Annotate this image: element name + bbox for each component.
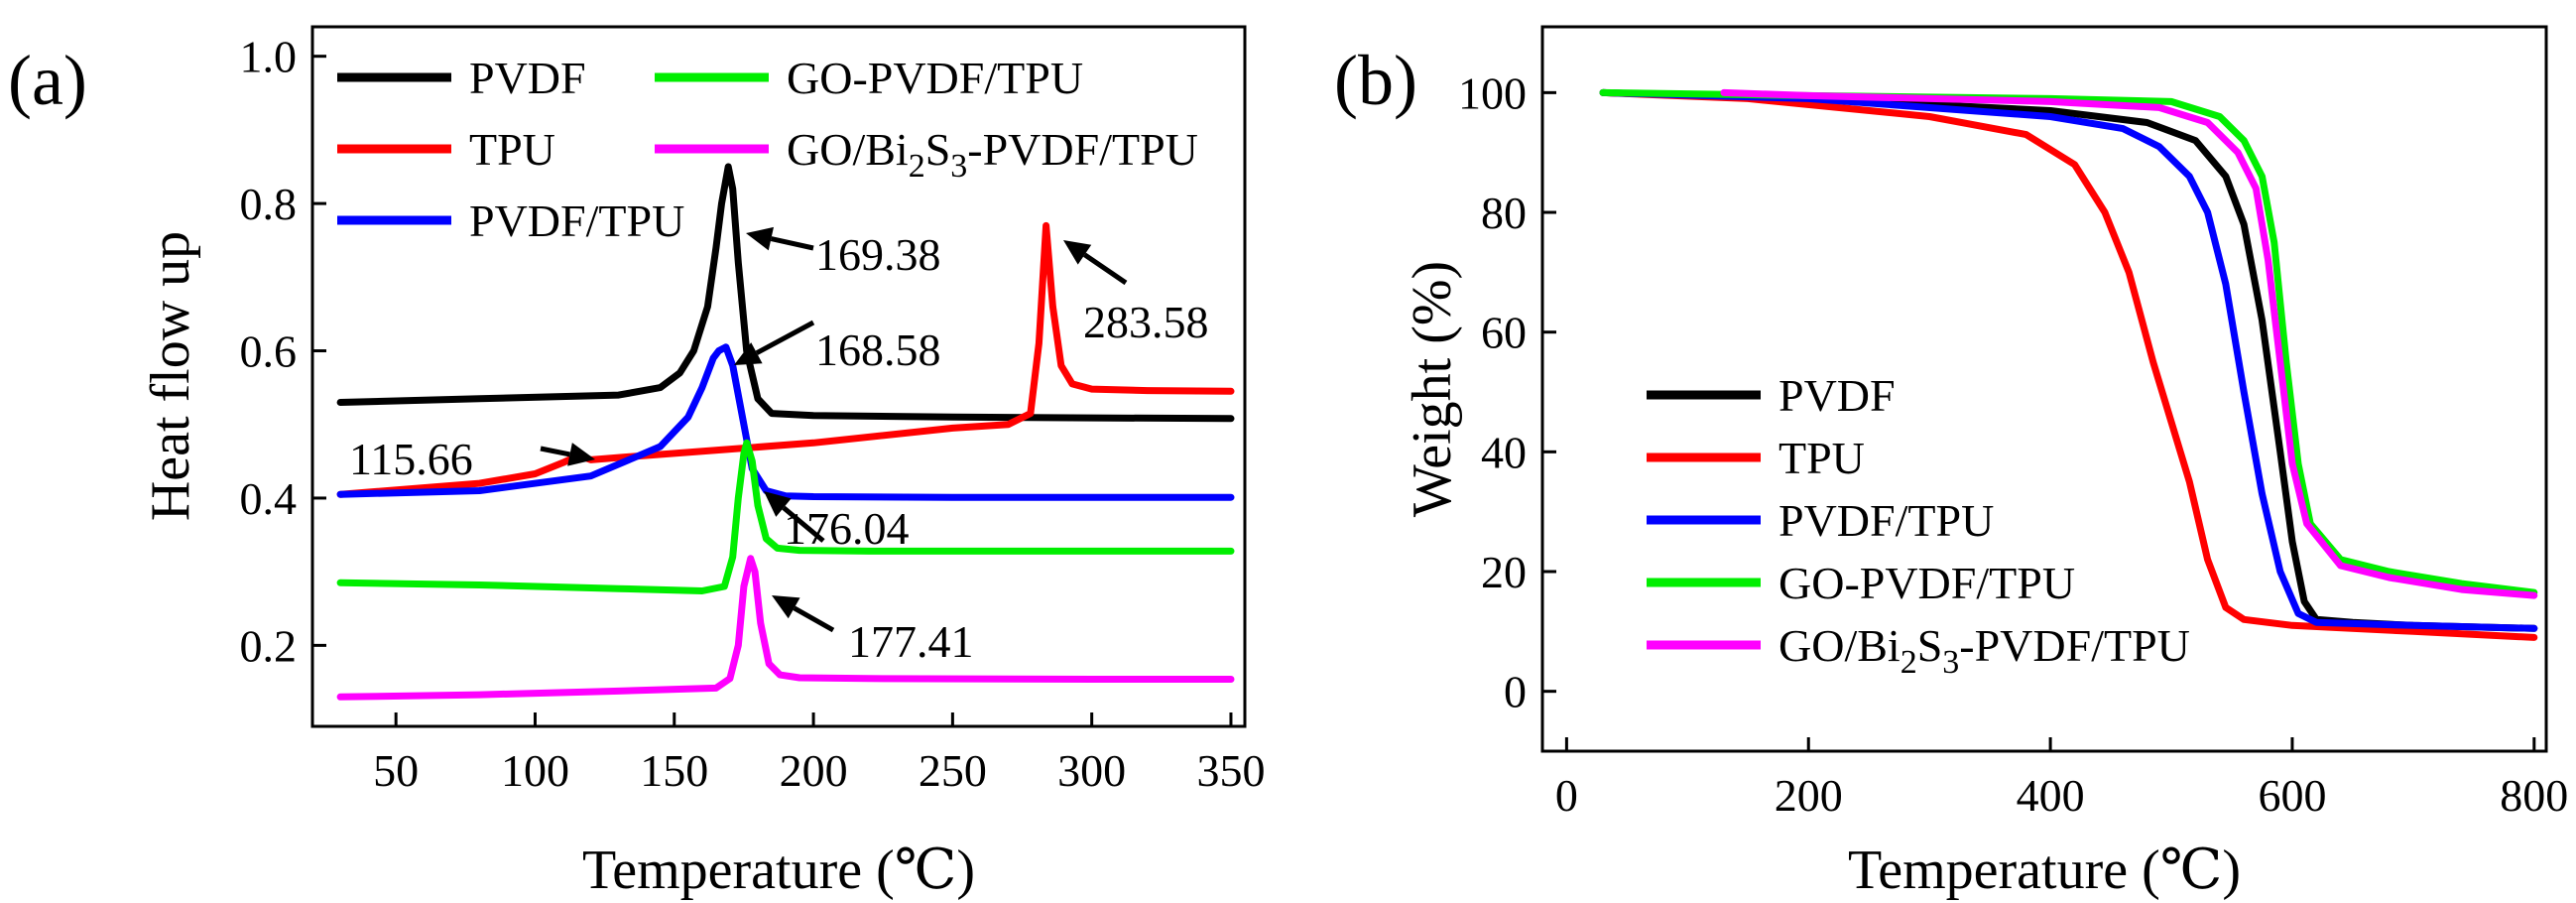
panel-b-legend-item-go-bi2s3-pvdf-tpu: GO/Bi2S3-PVDF/TPU <box>1647 620 2190 681</box>
panel-a-legend-label: TPU <box>469 124 555 175</box>
panel-b-line-pvdf-tpu <box>1599 88 2538 632</box>
panel-b-line-go-pvdf-tpu <box>1599 88 2538 596</box>
panel-a-legend-label: PVDF/TPU <box>469 195 684 246</box>
annotation-arrow-head <box>567 443 595 466</box>
panel-a-ticks: 50 100 150 200 250 300 350 0.2 0.4 0.6 0.8 1.0 <box>240 32 1266 796</box>
panel-b-series <box>1599 88 2538 641</box>
panel-b-ylabel: Weight (%) <box>1402 261 1463 517</box>
panel-b-ytick-label: 60 <box>1481 308 1527 358</box>
panel-b-legend-item-tpu: TPU <box>1647 433 1865 483</box>
annotation-arrow-line <box>782 505 825 543</box>
panel-a-annotations: 169.38 283.58 168.58 115.66 176.04 177.41 <box>349 226 1209 667</box>
annotation-168-58: 168.58 <box>734 320 941 375</box>
panel-a-line-tpu <box>336 221 1235 498</box>
panel-b-line-tpu <box>1599 88 2538 641</box>
panel-b-legend-item-pvdf: PVDF <box>1647 370 1896 421</box>
annotation-169-38: 169.38 <box>746 226 941 280</box>
annotation-115-66: 115.66 <box>349 434 595 484</box>
panel-a-ytick-label: 0.4 <box>240 473 298 524</box>
annotation-arrow-head <box>772 595 800 619</box>
panel-b-frame <box>1540 25 2548 753</box>
panel-a-legend-label: GO-PVDF/TPU <box>787 53 1083 103</box>
panel-a-ytick-label: 0.6 <box>240 326 298 377</box>
annotation-283-58: 283.58 <box>1063 240 1209 347</box>
panel-b-xtick-label: 0 <box>1555 770 1578 821</box>
annotation-label: 176.04 <box>784 503 910 554</box>
panel-b-ytick-label: 40 <box>1481 427 1527 477</box>
panel-a-xtick-label: 200 <box>780 745 848 796</box>
panel-a-line-pvdf <box>336 163 1235 423</box>
panel-b-legend-item-pvdf-tpu: PVDF/TPU <box>1647 495 1994 546</box>
panel-b-legend-label: PVDF <box>1779 370 1896 421</box>
annotation-arrow-head <box>764 491 792 517</box>
panel-a-legend-label: GO/Bi2S3-PVDF/TPU <box>787 124 1198 185</box>
panel-a-ytick-label: 0.8 <box>240 179 298 229</box>
panel-b-ytick-label: 0 <box>1504 667 1527 717</box>
panel-a-legend-item-pvdf-tpu: PVDF/TPU <box>337 195 684 246</box>
annotation-arrow-head <box>746 226 774 251</box>
annotation-label: 168.58 <box>815 324 941 375</box>
panel-a-legend-item-go-bi2s3-pvdf-tpu: GO/Bi2S3-PVDF/TPU <box>655 124 1198 185</box>
panel-b-xtick-label: 600 <box>2258 770 2326 821</box>
panel-a-ytick-label: 1.0 <box>240 32 298 82</box>
panel-b-line-pvdf <box>1599 88 2538 632</box>
panel-b-legend-label: TPU <box>1779 433 1865 483</box>
annotation-arrow-line <box>540 446 570 457</box>
panel-b-legend: PVDF TPU PVDF/TPU GO-PVDF/TPU GO/Bi2S3-PVDF/… <box>1647 370 2190 681</box>
panel-b-xlabel: Temperature (℃) <box>1848 839 2241 901</box>
panel-a-xtick-label: 100 <box>501 745 569 796</box>
annotation-176-04: 176.04 <box>764 491 910 554</box>
panel-a-xtick-label: 300 <box>1057 745 1126 796</box>
annotation-label: 115.66 <box>349 434 473 484</box>
annotation-arrow-head <box>734 342 763 365</box>
panel-a-legend: PVDF GO-PVDF/TPU TPU GO/Bi2S3-PVDF/TPU PVDF/… <box>337 53 1198 246</box>
panel-b-legend-label: GO/Bi2S3-PVDF/TPU <box>1779 620 2190 681</box>
panel-b-xtick-label: 400 <box>2017 770 2085 821</box>
panel-a: (a) 50 100 150 200 250 300 3500.20.40.60.81.0 … <box>8 25 1266 901</box>
panel-b-ytick-label: 80 <box>1481 188 1527 238</box>
panel-b-legend-item-go-pvdf-tpu: GO-PVDF/TPU <box>1647 558 2075 608</box>
panel-a-xlabel: Temperature (℃) <box>582 839 975 901</box>
panel-a-ytick-label: 0.2 <box>240 620 298 671</box>
panel-a-label: (a) <box>8 41 87 120</box>
panel-b-line-go-bi2s3-pvdf-tpu <box>1720 88 2538 599</box>
panel-a-legend-item-pvdf: PVDF <box>337 53 586 103</box>
panel-a-xtick-label: 150 <box>640 745 708 796</box>
panel-a-line-go-pvdf-tpu <box>336 439 1235 594</box>
panel-b-label: (b) <box>1334 41 1417 120</box>
annotation-arrow-line <box>793 605 835 633</box>
panel-b-xtick-label: 200 <box>1775 770 1843 821</box>
annotation-arrow-line <box>1083 252 1128 286</box>
panel-a-xtick-label: 350 <box>1196 745 1265 796</box>
panel-a-series <box>336 163 1235 701</box>
annotation-arrow-head <box>1063 240 1092 265</box>
panel-a-line-go-bi2s3-pvdf-tpu <box>336 555 1235 701</box>
panel-a-frame <box>310 25 1247 728</box>
panel-b-legend-label: GO-PVDF/TPU <box>1779 558 2075 608</box>
annotation-label: 177.41 <box>848 616 974 667</box>
annotation-arrow-line <box>770 236 814 251</box>
panel-a-legend-item-tpu: TPU <box>337 124 555 175</box>
panel-b-legend-label: PVDF/TPU <box>1779 495 1994 546</box>
panel-b-ytick-label: 100 <box>1458 67 1527 118</box>
annotation-label: 283.58 <box>1083 297 1209 347</box>
panel-b-ticks: 0 200 400 600 800 0 20 40 60 80 100 <box>1458 67 2568 821</box>
annotation-177-41: 177.41 <box>772 595 974 667</box>
panel-a-line-pvdf-tpu <box>336 343 1235 501</box>
panel-a-legend-item-go-pvdf-tpu: GO-PVDF/TPU <box>655 53 1083 103</box>
panel-a-xtick-label: 50 <box>373 745 419 796</box>
panel-b-xtick-label: 800 <box>2500 770 2568 821</box>
panel-a-ylabel: Heat flow up <box>140 231 201 521</box>
annotation-arrow-line <box>755 320 815 355</box>
annotation-label: 169.38 <box>815 229 941 280</box>
panel-b-ytick-label: 20 <box>1481 547 1527 597</box>
panel-a-xtick-label: 250 <box>919 745 987 796</box>
panel-a-legend-label: PVDF <box>469 53 586 103</box>
